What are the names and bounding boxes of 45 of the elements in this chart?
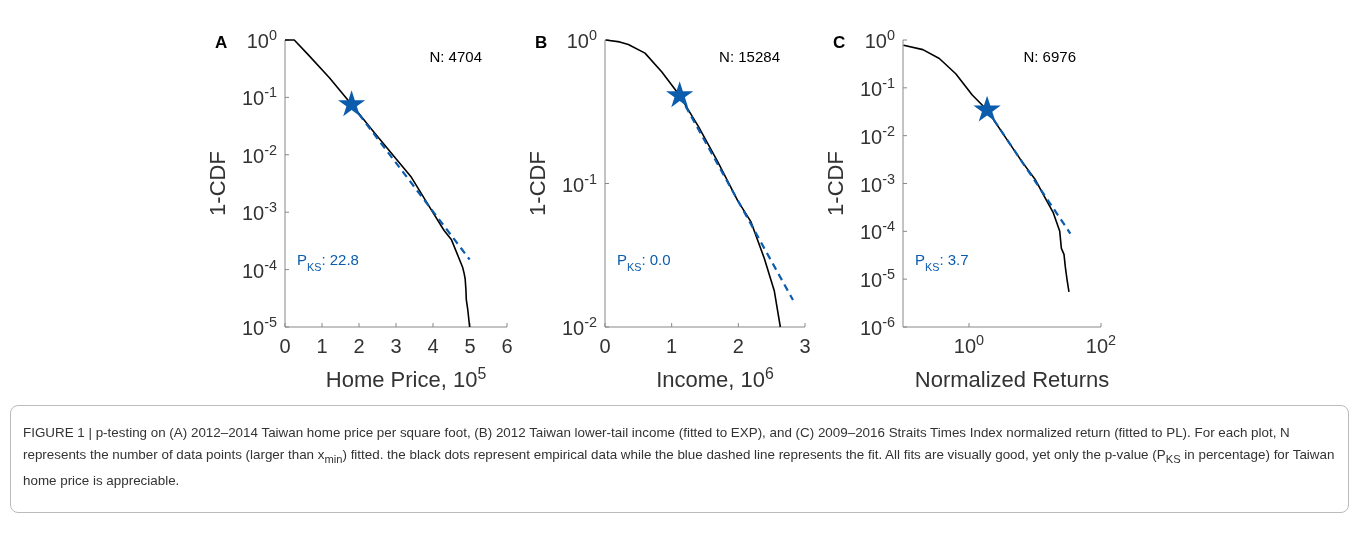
x-tick-label: 5 bbox=[464, 335, 476, 357]
y-tick-label: 10$^{-4}$ bbox=[859, 218, 895, 244]
y-tick-label: 10$^{-6}$ bbox=[859, 314, 895, 339]
x-tick-label: 0 bbox=[279, 335, 291, 357]
x-tick-label: 10$^{0}$ bbox=[953, 332, 985, 357]
annotation: P$_{KS}$: 22.8 bbox=[297, 251, 359, 273]
annotation: N: 4704 bbox=[429, 48, 482, 65]
y-tick-label: 10$^{0}$ bbox=[246, 27, 277, 52]
y-axis-title: 1-CDF bbox=[525, 151, 550, 216]
x-tick-label: 0 bbox=[599, 335, 611, 357]
y-tick-label: 10$^{0}$ bbox=[864, 27, 895, 52]
y-axis-title: 1-CDF bbox=[205, 151, 230, 216]
y-tick-label: 10$^{-5}$ bbox=[241, 314, 277, 339]
y-tick-label: 10$^{0}$ bbox=[566, 27, 597, 52]
y-tick-label: 10$^{-1}$ bbox=[241, 84, 277, 110]
y-tick-label: 10$^{-4}$ bbox=[241, 256, 277, 282]
chart-title: C bbox=[833, 33, 846, 52]
x-tick-label: 1 bbox=[666, 335, 678, 357]
chart-title: A bbox=[215, 33, 228, 52]
annotation: P$_{KS}$: 3.7 bbox=[915, 251, 969, 273]
y-tick-label: 10$^{-5}$ bbox=[859, 266, 895, 292]
x-axis-title: Income, 10$^{6}$ bbox=[656, 364, 775, 392]
y-axis-title: 1-CDF bbox=[823, 151, 848, 216]
x-tick-label: 6 bbox=[501, 335, 513, 357]
annotation: N: 6976 bbox=[1023, 48, 1076, 65]
y-tick-label: 10$^{-3}$ bbox=[241, 199, 277, 225]
y-tick-label: 10$^{-2}$ bbox=[241, 141, 277, 167]
annotation: P$_{KS}$: 0.0 bbox=[617, 251, 671, 273]
x-tick-label: 3 bbox=[799, 335, 811, 357]
x-tick-label: 2 bbox=[732, 335, 744, 357]
x-tick-label: 1 bbox=[316, 335, 328, 357]
y-tick-label: 10$^{-1}$ bbox=[561, 170, 597, 196]
x-tick-label: 10$^{2}$ bbox=[1085, 332, 1117, 357]
y-tick-label: 10$^{-2}$ bbox=[859, 122, 895, 148]
chart-title: B bbox=[535, 33, 548, 52]
x-axis-title: Normalized Returns bbox=[914, 367, 1110, 392]
y-tick-label: 10$^{-3}$ bbox=[859, 170, 895, 196]
y-tick-label: 10$^{-1}$ bbox=[859, 74, 895, 100]
text: FIGURE 1 | p-testing on (A) 2012–2014 Taiwan home price per square foot, (B) 2012 Taiwan lower-tail income (fitted to EXP), and (C) 2009–2016 Straits Times Index normalized return (fitted to PL). For each plot, N represents the number of data points (larger than x$_{min}$) fitted. the black dots represent empirical data while the blue dashed line represents the fit. All fits are visually good, yet only the p-value (P$_{KS}$ in percentage) for Taiwan home price is appreciable. bbox=[23, 425, 1335, 488]
y-tick-label: 10$^{-2}$ bbox=[561, 314, 597, 339]
x-axis-title: Home Price, 10$^{5}$ bbox=[325, 364, 487, 392]
annotation: N: 15284 bbox=[719, 48, 780, 65]
x-tick-label: 4 bbox=[427, 335, 439, 357]
x-tick-label: 3 bbox=[390, 335, 402, 357]
x-tick-label: 2 bbox=[353, 335, 365, 357]
